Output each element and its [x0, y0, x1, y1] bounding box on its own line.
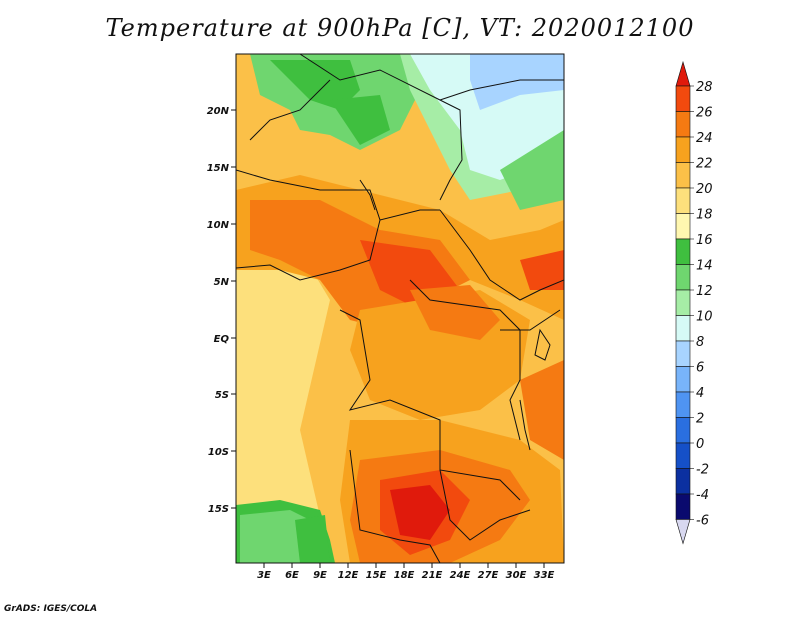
lon-tick-27E: 27E [478, 563, 499, 581]
colorbar-swatch-10 [675, 315, 691, 342]
colorbar-swatch-14 [675, 417, 691, 444]
longitude-axis: 3E 6E 9E 12E 15E 18E 21E 24E 27E 30E 33E [257, 563, 555, 581]
lat-tick-15S: 15S [208, 504, 236, 515]
colorbar-label: 6 [696, 361, 704, 376]
colorbar-swatch-11 [675, 340, 691, 367]
lon-tick-18E: 18E [394, 563, 415, 581]
lat-tick-EQ: EQ [214, 334, 236, 345]
lat-label-20N: 20N [207, 106, 230, 117]
colorbar-label: 20 [696, 182, 713, 197]
lat-label-10N: 10N [207, 220, 230, 231]
lon-label-18E: 18E [394, 570, 415, 581]
colorbar-swatch-12 [675, 366, 691, 393]
lon-label-33E: 33E [534, 570, 555, 581]
lon-label-15E: 15E [366, 570, 387, 581]
colorbar-swatch-15 [675, 442, 691, 469]
colorbar-swatch-13 [675, 391, 691, 418]
colorbar-swatch-2 [675, 111, 691, 138]
lat-label-EQ: EQ [214, 334, 230, 345]
colorbar-label: 8 [696, 335, 704, 350]
lon-label-3E: 3E [257, 570, 271, 581]
colorbar-label: 24 [696, 131, 713, 146]
lat-label-5N: 5N [214, 277, 230, 288]
lon-tick-24E: 24E [450, 563, 471, 581]
colorbar-swatch-top [675, 60, 691, 87]
lon-label-21E: 21E [422, 570, 443, 581]
colorbar-label: 4 [696, 386, 704, 401]
lat-label-15S: 15S [208, 504, 229, 515]
lat-label-10S: 10S [208, 447, 229, 458]
lon-tick-15E: 15E [366, 563, 387, 581]
lon-label-6E: 6E [285, 570, 299, 581]
colorbar-label: 26 [696, 106, 713, 121]
lon-tick-12E: 12E [338, 563, 359, 581]
lon-label-12E: 12E [338, 570, 359, 581]
lon-label-9E: 9E [313, 570, 327, 581]
lat-label-5S: 5S [215, 390, 229, 401]
lon-label-27E: 27E [478, 570, 499, 581]
colorbar-label: -2 [696, 463, 709, 478]
lon-tick-33E: 33E [534, 563, 555, 581]
lon-tick-9E: 9E [313, 563, 327, 581]
lon-tick-6E: 6E [285, 563, 299, 581]
lon-label-30E: 30E [506, 570, 527, 581]
map-title: Temperature at 900hPa [C], VT: 202001210… [105, 14, 695, 42]
colorbar-swatch-3 [675, 136, 691, 163]
colorbar-label: -6 [696, 514, 709, 529]
lat-tick-10N: 10N [207, 220, 236, 231]
colorbar-label: 0 [696, 437, 704, 452]
colorbar-label: 28 [696, 80, 713, 95]
colorbar-swatch-6 [675, 213, 691, 240]
colorbar-label: -4 [696, 488, 709, 503]
colorbar-swatches [675, 60, 691, 545]
colorbar-swatch-4 [675, 162, 691, 189]
map-frame [235, 53, 565, 564]
colorbar-label: 22 [696, 157, 713, 172]
colorbar-swatch-7 [675, 238, 691, 265]
colorbar-label: 16 [696, 233, 713, 248]
credit-text: GrADS: IGES/COLA [4, 604, 98, 614]
lat-label-15N: 15N [207, 163, 230, 174]
lon-tick-21E: 21E [422, 563, 443, 581]
colorbar-swatch-17 [675, 493, 691, 520]
colorbar-swatch-9 [675, 289, 691, 316]
colorbar-label: 12 [696, 284, 713, 299]
country-borders [236, 54, 564, 563]
colorbar-swatch-16 [675, 468, 691, 495]
colorbar-swatch-5 [675, 187, 691, 214]
colorbar-label: 10 [696, 310, 713, 325]
colorbar-swatch-bottom [675, 519, 691, 545]
colorbar-label: 18 [696, 208, 713, 223]
temperature-field [236, 54, 564, 563]
lat-tick-10S: 10S [208, 447, 236, 458]
latitude-axis: 20N 15N 10N 5N EQ 5S 10S 15S [207, 106, 236, 515]
lon-tick-3E: 3E [257, 563, 271, 581]
colorbar-swatch-1 [675, 85, 691, 112]
colorbar-label: 2 [696, 412, 704, 427]
lat-tick-15N: 15N [207, 163, 236, 174]
colorbar-label: 14 [696, 259, 713, 274]
lat-tick-20N: 20N [207, 106, 236, 117]
lon-label-24E: 24E [450, 570, 471, 581]
lat-tick-5N: 5N [214, 277, 236, 288]
lat-tick-5S: 5S [215, 390, 236, 401]
lon-tick-30E: 30E [506, 563, 527, 581]
colorbar-swatch-8 [675, 264, 691, 291]
